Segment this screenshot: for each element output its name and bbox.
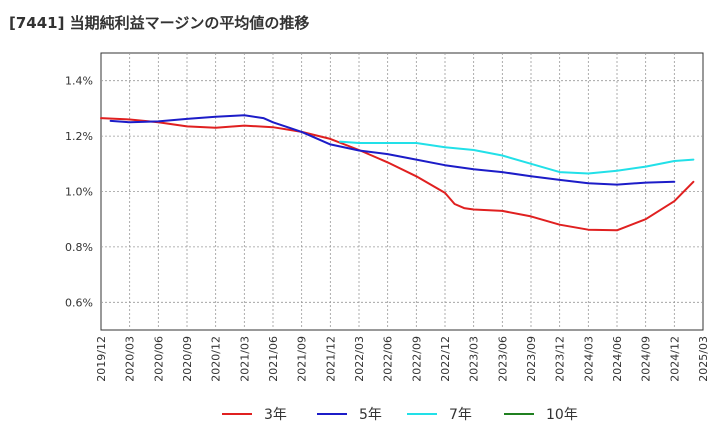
x-tick-label: 2024/03	[582, 336, 595, 382]
y-tick-label: 0.6%	[65, 296, 93, 309]
x-tick-label: 2020/03	[124, 336, 137, 382]
x-tick-label: 2021/03	[238, 336, 251, 382]
x-tick-label: 2023/06	[496, 336, 509, 382]
x-tick-label: 2023/12	[554, 336, 567, 382]
x-tick-label: 2022/06	[382, 336, 395, 382]
series-line	[338, 140, 695, 175]
legend-label: 5年	[359, 407, 382, 423]
chart-title: [7441] 当期純利益マージンの平均値の推移	[9, 14, 310, 32]
legend-label: 7年	[449, 407, 472, 423]
x-tick-label: 2022/09	[410, 336, 423, 382]
x-tick-label: 2021/09	[296, 336, 309, 382]
y-tick-label: 1.0%	[65, 186, 93, 199]
x-tick-label: 2021/06	[267, 336, 280, 382]
x-tick-label: 2020/09	[181, 336, 194, 382]
legend-label: 3年	[264, 407, 287, 423]
x-tick-label: 2024/06	[611, 336, 624, 382]
x-tick-label: 2023/09	[525, 336, 538, 382]
series-line	[109, 114, 676, 186]
y-tick-label: 1.4%	[65, 75, 93, 88]
y-tick-label: 1.2%	[65, 130, 93, 143]
x-tick-label: 2022/12	[439, 336, 452, 382]
x-tick-label: 2019/12	[95, 336, 108, 382]
x-tick-label: 2025/03	[697, 336, 710, 382]
legend-label: 10年	[546, 407, 578, 423]
x-tick-label: 2024/09	[640, 336, 653, 382]
x-tick-label: 2020/12	[210, 336, 223, 382]
x-tick-label: 2024/12	[668, 336, 681, 382]
series-line	[100, 117, 695, 232]
x-tick-label: 2022/03	[353, 336, 366, 382]
y-tick-label: 0.8%	[65, 241, 93, 254]
x-tick-label: 2021/12	[324, 336, 337, 382]
x-tick-label: 2023/03	[468, 336, 481, 382]
x-tick-label: 2020/06	[152, 336, 165, 382]
